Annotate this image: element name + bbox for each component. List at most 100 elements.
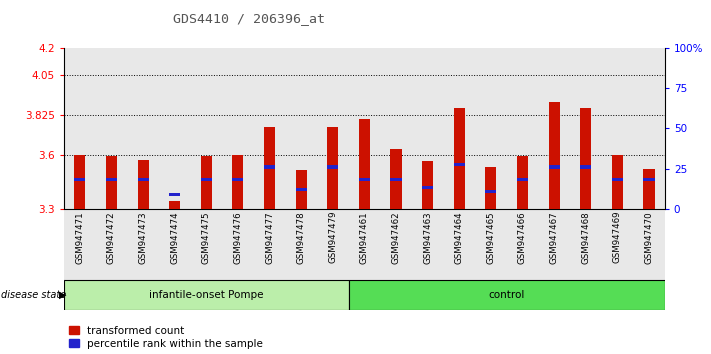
Bar bbox=[570, 209, 602, 280]
Bar bbox=[412, 48, 444, 209]
Text: GSM947469: GSM947469 bbox=[613, 211, 622, 263]
Bar bbox=[201, 156, 212, 209]
Text: GSM947467: GSM947467 bbox=[550, 211, 559, 264]
Text: GSM947476: GSM947476 bbox=[233, 211, 242, 264]
Bar bbox=[507, 209, 538, 280]
Text: GSM947461: GSM947461 bbox=[360, 211, 369, 264]
Bar bbox=[602, 48, 634, 209]
Text: infantile-onset Pompe: infantile-onset Pompe bbox=[149, 290, 264, 300]
Bar bbox=[549, 165, 560, 169]
Legend: transformed count, percentile rank within the sample: transformed count, percentile rank withi… bbox=[69, 326, 263, 349]
Text: GSM947472: GSM947472 bbox=[107, 211, 116, 264]
Bar bbox=[348, 280, 665, 310]
Bar bbox=[486, 167, 496, 209]
Bar bbox=[317, 209, 348, 280]
Bar bbox=[264, 165, 275, 169]
Bar bbox=[74, 155, 85, 209]
Bar bbox=[475, 48, 507, 209]
Text: GSM947475: GSM947475 bbox=[202, 211, 210, 264]
Bar bbox=[454, 108, 465, 209]
Bar bbox=[612, 155, 623, 209]
Text: GSM947478: GSM947478 bbox=[296, 211, 306, 264]
Bar bbox=[380, 48, 412, 209]
Text: GSM947465: GSM947465 bbox=[486, 211, 496, 264]
Text: GSM947463: GSM947463 bbox=[423, 211, 432, 264]
Text: GSM947474: GSM947474 bbox=[170, 211, 179, 264]
Bar bbox=[580, 165, 592, 169]
Bar bbox=[137, 160, 149, 209]
Bar bbox=[538, 48, 570, 209]
Text: GSM947479: GSM947479 bbox=[328, 211, 337, 263]
Bar bbox=[643, 178, 655, 181]
Bar bbox=[201, 178, 212, 181]
Bar bbox=[412, 209, 444, 280]
Bar bbox=[95, 48, 127, 209]
Bar bbox=[602, 209, 634, 280]
Bar bbox=[327, 165, 338, 169]
Text: ▶: ▶ bbox=[59, 290, 67, 300]
Bar bbox=[169, 193, 180, 196]
Bar bbox=[444, 48, 475, 209]
Text: control: control bbox=[488, 290, 525, 300]
Bar bbox=[64, 280, 348, 310]
Bar bbox=[74, 178, 85, 181]
Text: GSM947466: GSM947466 bbox=[518, 211, 527, 264]
Bar bbox=[317, 48, 348, 209]
Bar bbox=[127, 48, 159, 209]
Bar bbox=[222, 48, 254, 209]
Bar bbox=[570, 48, 602, 209]
Bar bbox=[359, 178, 370, 181]
Text: GSM947477: GSM947477 bbox=[265, 211, 274, 264]
Bar bbox=[327, 127, 338, 209]
Bar bbox=[222, 209, 254, 280]
Text: GSM947470: GSM947470 bbox=[644, 211, 653, 264]
Bar bbox=[348, 209, 380, 280]
Bar bbox=[454, 163, 465, 166]
Bar bbox=[64, 48, 95, 209]
Bar bbox=[159, 48, 191, 209]
Bar bbox=[390, 149, 402, 209]
Bar bbox=[254, 209, 285, 280]
Bar bbox=[507, 48, 538, 209]
Text: GSM947468: GSM947468 bbox=[581, 211, 590, 264]
Text: GDS4410 / 206396_at: GDS4410 / 206396_at bbox=[173, 12, 325, 25]
Bar bbox=[106, 156, 117, 209]
Text: GSM947464: GSM947464 bbox=[455, 211, 464, 264]
Bar bbox=[137, 178, 149, 181]
Bar bbox=[390, 178, 402, 181]
Bar bbox=[296, 170, 306, 209]
Bar bbox=[296, 188, 306, 191]
Bar bbox=[612, 178, 623, 181]
Bar bbox=[634, 209, 665, 280]
Bar bbox=[285, 48, 317, 209]
Bar bbox=[422, 161, 433, 209]
Bar bbox=[348, 48, 380, 209]
Bar bbox=[634, 48, 665, 209]
Bar bbox=[232, 178, 243, 181]
Bar bbox=[359, 119, 370, 209]
Bar bbox=[444, 209, 475, 280]
Bar bbox=[191, 48, 222, 209]
Text: GSM947473: GSM947473 bbox=[139, 211, 148, 264]
Bar bbox=[232, 155, 243, 209]
Bar bbox=[159, 209, 191, 280]
Bar bbox=[643, 170, 655, 209]
Text: disease state: disease state bbox=[1, 290, 66, 300]
Bar bbox=[549, 102, 560, 209]
Bar bbox=[264, 127, 275, 209]
Bar bbox=[191, 209, 222, 280]
Bar bbox=[254, 48, 285, 209]
Bar bbox=[517, 156, 528, 209]
Bar bbox=[380, 209, 412, 280]
Text: GSM947462: GSM947462 bbox=[392, 211, 400, 264]
Bar bbox=[64, 209, 95, 280]
Bar bbox=[285, 209, 317, 280]
Bar bbox=[422, 186, 433, 189]
Bar bbox=[106, 178, 117, 181]
Bar bbox=[475, 209, 507, 280]
Text: GSM947471: GSM947471 bbox=[75, 211, 85, 264]
Bar bbox=[580, 108, 592, 209]
Bar bbox=[169, 201, 180, 209]
Bar bbox=[538, 209, 570, 280]
Bar bbox=[486, 189, 496, 193]
